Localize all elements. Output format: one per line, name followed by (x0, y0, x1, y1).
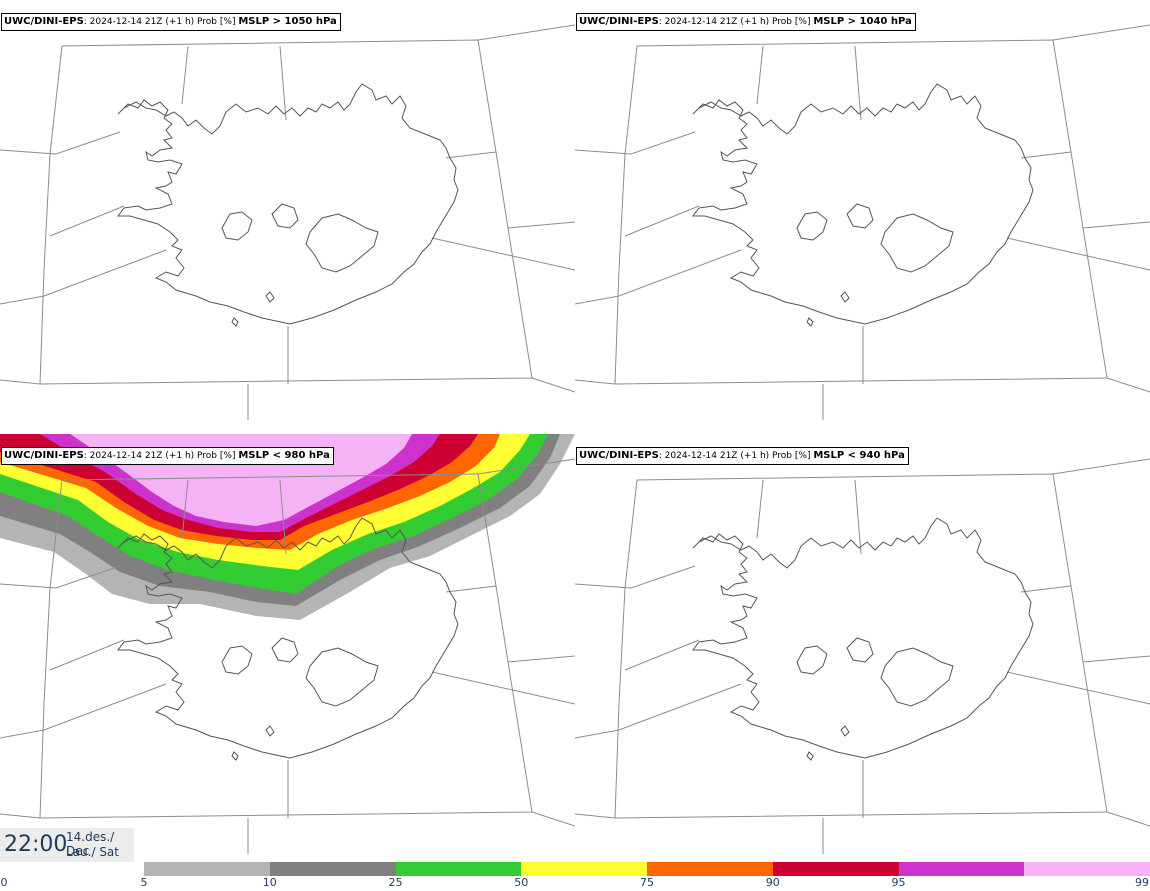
parameter-name: MSLP > 1040 hPa (813, 16, 912, 27)
coastline (692, 83, 1034, 327)
valid-date: 14.des./ Dec (66, 830, 115, 858)
parameter-name: MSLP < 940 hPa (813, 450, 905, 461)
colorbar-tick-label: 25 (388, 876, 403, 889)
model-name: UWC/DINI-EPS (579, 450, 659, 461)
map-canvas (0, 24, 575, 421)
graticule (575, 24, 1150, 421)
model-name: UWC/DINI-EPS (4, 16, 84, 27)
model-name: UWC/DINI-EPS (579, 16, 659, 27)
parameter-name: MSLP > 1050 hPa (238, 16, 337, 27)
coastline (692, 517, 1034, 761)
colorbar-tick-label: 0 (0, 876, 8, 889)
map-canvas (575, 458, 1150, 855)
map-title: UWC/DINI-EPS: 2024-12-14 21Z (+1 h) Prob… (576, 13, 916, 31)
valid-time-box: 22:00 14.des./ Dec Lau./ Sat (0, 828, 134, 862)
colorbar-tick-label: 75 (640, 876, 654, 889)
map-title: UWC/DINI-EPS: 2024-12-14 21Z (+1 h) Prob… (1, 13, 341, 31)
colorbar-segment (898, 862, 1025, 876)
colorbar-tick-label: 50 (514, 876, 529, 889)
coastline (117, 83, 459, 327)
run-info: 2024-12-14 21Z (+1 h) Prob [%] (664, 451, 811, 461)
colorbar-tick-label: 10 (262, 876, 277, 889)
colorbar-segment (1024, 862, 1150, 876)
map-canvas (575, 24, 1150, 421)
map-panel-mslp-gt-1040: UWC/DINI-EPS: 2024-12-14 21Z (+1 h) Prob… (575, 0, 1150, 432)
colorbar-segment (521, 862, 647, 876)
colorbar-segment (144, 862, 270, 876)
model-name: UWC/DINI-EPS (4, 450, 84, 461)
run-info: 2024-12-14 21Z (+1 h) Prob [%] (664, 17, 811, 27)
probability-colorbar (144, 862, 1150, 876)
colorbar-tick-label: 99 (1135, 876, 1149, 889)
colorbar-segment (395, 862, 522, 876)
map-panel-mslp-gt-1050: UWC/DINI-EPS: 2024-12-14 21Z (+1 h) Prob… (0, 0, 575, 432)
map-title: UWC/DINI-EPS: 2024-12-14 21Z (+1 h) Prob… (1, 447, 334, 465)
map-panel-mslp-lt-980: UWC/DINI-EPS: 2024-12-14 21Z (+1 h) Prob… (0, 434, 575, 866)
graticule (0, 24, 575, 421)
graticule (575, 458, 1150, 855)
run-info: 2024-12-14 21Z (+1 h) Prob [%] (89, 17, 236, 27)
colorbar-tick-label: 5 (140, 876, 148, 889)
parameter-name: MSLP < 980 hPa (238, 450, 330, 461)
colorbar-segment (269, 862, 396, 876)
map-title: UWC/DINI-EPS: 2024-12-14 21Z (+1 h) Prob… (576, 447, 909, 465)
run-info: 2024-12-14 21Z (+1 h) Prob [%] (89, 451, 236, 461)
map-panel-mslp-lt-940: UWC/DINI-EPS: 2024-12-14 21Z (+1 h) Prob… (575, 434, 1150, 866)
colorbar-segment (772, 862, 899, 876)
map-canvas (0, 434, 575, 855)
valid-day: Lau./ Sat (66, 845, 119, 859)
valid-time: 22:00 (4, 832, 68, 857)
colorbar-tick-label: 90 (765, 876, 780, 889)
colorbar-segment (647, 862, 773, 876)
colorbar-tick-label: 95 (891, 876, 906, 889)
